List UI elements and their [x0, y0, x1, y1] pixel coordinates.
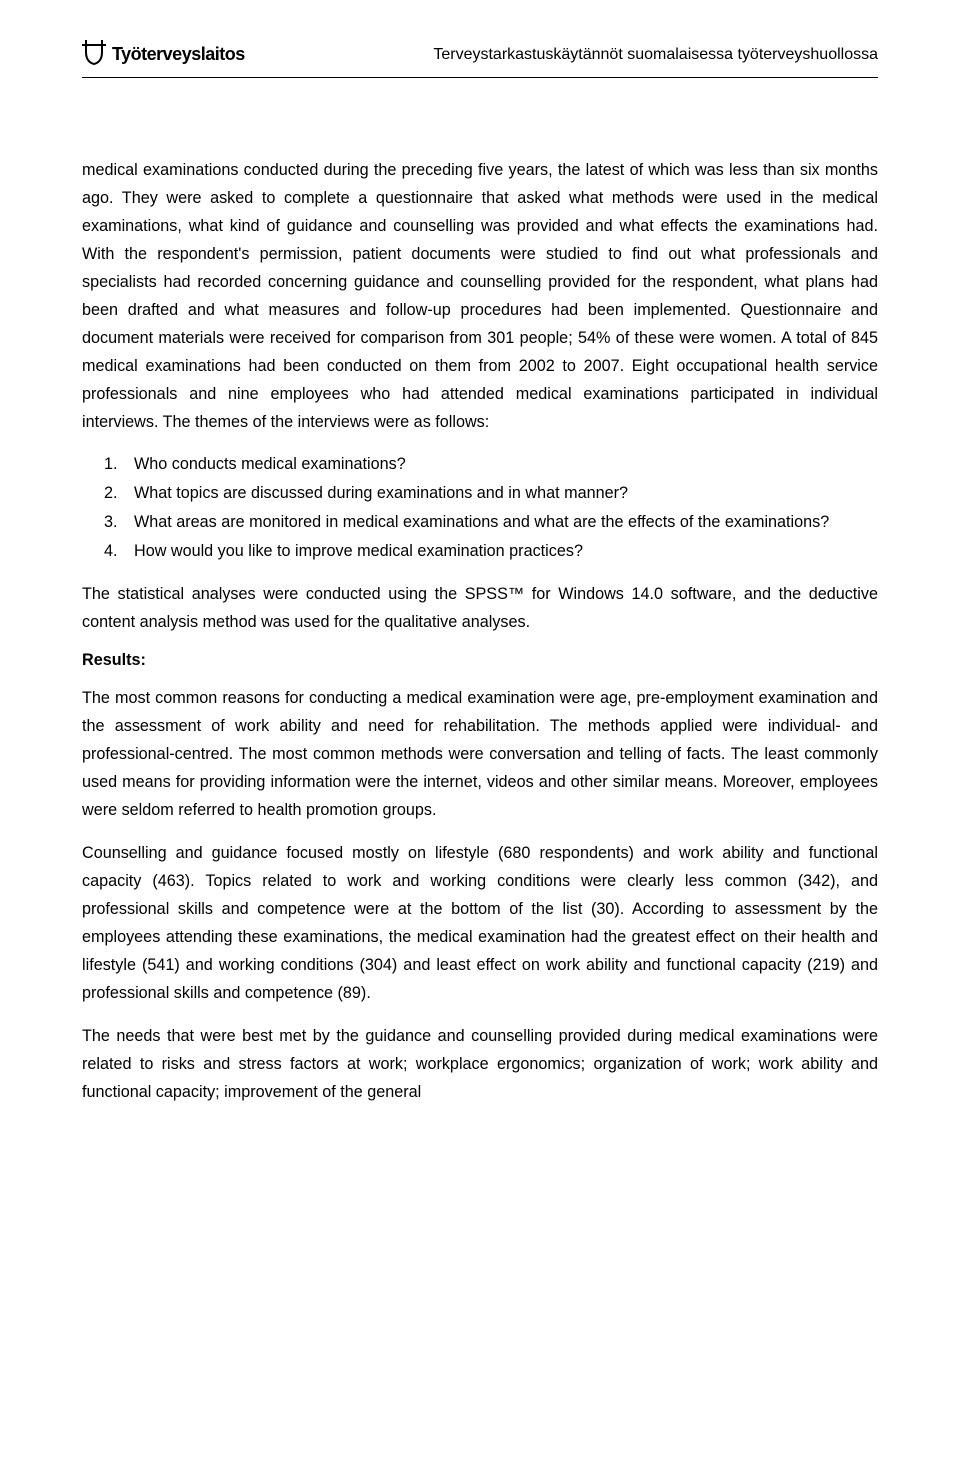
- logo-icon: [82, 38, 106, 71]
- logo-text: Työterveyslaitos: [112, 44, 245, 65]
- list-item: What topics are discussed during examina…: [122, 480, 878, 507]
- page-header: Työterveyslaitos Terveystarkastuskäytänn…: [82, 38, 878, 78]
- body-paragraph-3: The most common reasons for conducting a…: [82, 684, 878, 824]
- logo: Työterveyslaitos: [82, 38, 245, 71]
- list-item: What areas are monitored in medical exam…: [122, 509, 878, 536]
- results-heading: Results:: [82, 651, 878, 670]
- list-item: Who conducts medical examinations?: [122, 451, 878, 478]
- body-paragraph-2: The statistical analyses were conducted …: [82, 580, 878, 636]
- body-paragraph-1: medical examinations conducted during th…: [82, 156, 878, 436]
- body-paragraph-5: The needs that were best met by the guid…: [82, 1022, 878, 1106]
- interview-themes-list: Who conducts medical examinations? What …: [108, 451, 878, 565]
- body-paragraph-4: Counselling and guidance focused mostly …: [82, 839, 878, 1007]
- list-item: How would you like to improve medical ex…: [122, 538, 878, 565]
- document-running-title: Terveystarkastuskäytännöt suomalaisessa …: [433, 46, 878, 64]
